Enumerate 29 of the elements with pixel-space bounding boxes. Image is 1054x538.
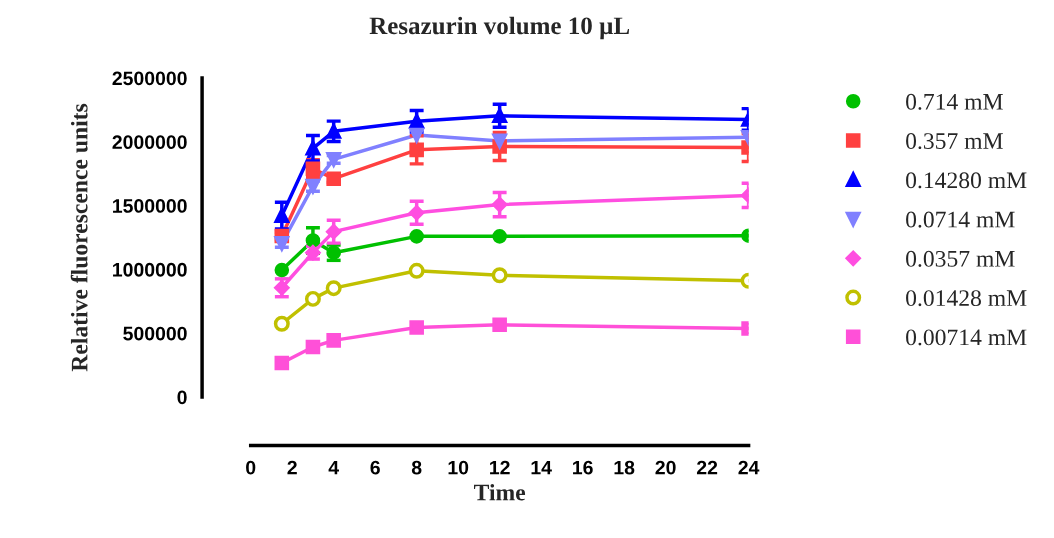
x-tick-label: 12 [490, 460, 510, 475]
y-tick-label: 1500000 [113, 199, 187, 213]
x-tick-label: 0 [246, 460, 256, 475]
x-axis-title: Time [474, 483, 526, 501]
y-tick-label: 1000000 [113, 262, 187, 277]
legend-label: 0.357 mM [906, 133, 1003, 150]
y-tick-label: 2000000 [112, 135, 187, 150]
x-tick-label: 6 [370, 460, 380, 475]
y-tick-label: 0 [177, 390, 187, 405]
x-tick-label: 8 [411, 460, 422, 475]
legend-label: 0.00714 mM [906, 329, 1027, 346]
x-tick-label: 16 [573, 460, 593, 475]
chart-title: Resazurin volume 10 µL [369, 16, 630, 40]
legend-label: 0.714 mM [906, 93, 1003, 110]
x-tick-label: 22 [696, 460, 718, 475]
x-tick-label: 18 [614, 460, 635, 475]
y-tick-label: 500000 [123, 326, 187, 341]
x-tick-label: 4 [328, 460, 339, 475]
legend-label: 0.14280 mM [906, 172, 1027, 189]
y-tick-label: 2500000 [112, 71, 187, 86]
legend-label: 0.0714 mM [906, 211, 1015, 228]
x-tick-label: 20 [655, 460, 676, 475]
x-tick-label: 2 [287, 460, 297, 475]
x-tick-label: 14 [531, 460, 552, 475]
legend-label: 0.01428 mM [906, 290, 1027, 307]
x-tick-label: 24 [738, 460, 760, 475]
y-axis-title: Relative fluorescence units [70, 103, 88, 372]
x-tick-label: 10 [448, 460, 469, 475]
legend-label: 0.0357 mM [906, 250, 1015, 267]
